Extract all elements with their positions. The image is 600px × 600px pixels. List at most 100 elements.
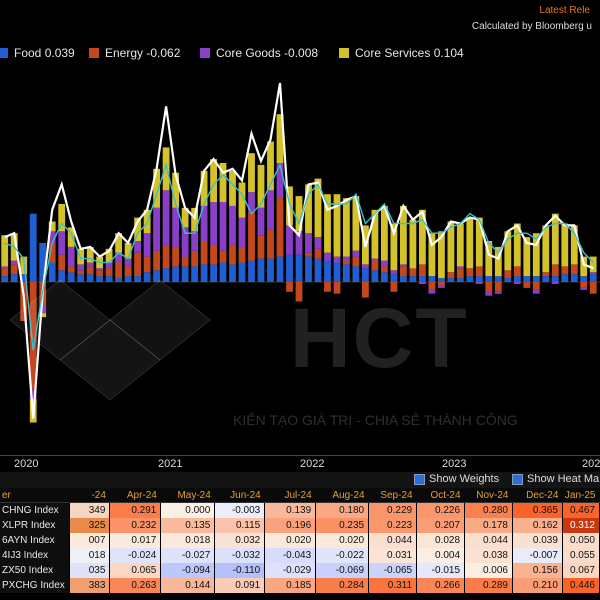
- bar-food[interactable]: [400, 276, 407, 282]
- bar-food[interactable]: [10, 274, 18, 282]
- bar-food[interactable]: [39, 243, 47, 282]
- bar-energy[interactable]: [305, 252, 312, 257]
- table-cell[interactable]: -0.007: [512, 548, 563, 563]
- bar-food[interactable]: [267, 258, 274, 282]
- bar-core-services[interactable]: [20, 256, 28, 275]
- bar-core-services[interactable]: [286, 186, 293, 226]
- bar-core-goods[interactable]: [115, 252, 122, 263]
- bar-core-services[interactable]: [124, 243, 132, 259]
- bar-core-services[interactable]: [67, 227, 75, 247]
- col-header[interactable]: Dec-24: [512, 488, 563, 503]
- bar-core-services[interactable]: [267, 141, 274, 191]
- bar-food[interactable]: [77, 274, 85, 282]
- bar-core-goods[interactable]: [162, 190, 170, 245]
- table-cell[interactable]: 0.000: [160, 502, 216, 518]
- bar-core-goods[interactable]: [58, 231, 66, 255]
- bar-energy[interactable]: [286, 282, 293, 292]
- bar-core-services[interactable]: [1, 235, 9, 267]
- bar-core-services[interactable]: [77, 248, 85, 265]
- bar-food[interactable]: [333, 262, 341, 283]
- bar-core-services[interactable]: [58, 204, 66, 232]
- bar-core-services[interactable]: [324, 194, 331, 253]
- bar-energy[interactable]: [589, 282, 597, 294]
- bar-core-goods[interactable]: [400, 264, 407, 267]
- bar-core-services[interactable]: [390, 223, 398, 271]
- bar-energy[interactable]: [532, 282, 540, 290]
- table-cell[interactable]: 349: [69, 502, 111, 518]
- bar-energy[interactable]: [456, 268, 464, 279]
- bar-food[interactable]: [162, 268, 170, 282]
- show-weights-toggle[interactable]: Show Weights: [414, 473, 499, 485]
- bar-energy[interactable]: [314, 248, 322, 259]
- legend-item-core-goods[interactable]: Core Goods -0.008: [200, 46, 318, 60]
- table-cell[interactable]: 0.004: [416, 548, 466, 563]
- checkbox-icon[interactable]: [414, 473, 425, 485]
- table-cell[interactable]: 0.028: [416, 533, 466, 548]
- bar-core-services[interactable]: [134, 217, 141, 241]
- bar-food[interactable]: [504, 278, 512, 282]
- bar-energy[interactable]: [494, 282, 502, 292]
- bar-food[interactable]: [513, 276, 521, 282]
- table-cell[interactable]: 325: [69, 518, 111, 533]
- bar-energy[interactable]: [409, 268, 417, 277]
- bar-core-services[interactable]: [153, 168, 160, 208]
- bar-core-goods[interactable]: [143, 233, 151, 257]
- bar-energy[interactable]: [324, 282, 331, 292]
- table-cell[interactable]: -0.015: [416, 563, 466, 578]
- bar-core-goods[interactable]: [86, 262, 94, 267]
- table-cell[interactable]: 0.284: [315, 578, 370, 593]
- bar-food[interactable]: [143, 272, 151, 282]
- bar-energy[interactable]: [542, 272, 550, 277]
- bar-food[interactable]: [409, 276, 417, 282]
- bar-food[interactable]: [29, 213, 37, 282]
- bar-core-goods[interactable]: [191, 231, 198, 251]
- bar-energy[interactable]: [210, 244, 217, 265]
- col-header[interactable]: Jul-24: [264, 488, 316, 503]
- bar-core-goods[interactable]: [438, 285, 445, 288]
- table-cell[interactable]: 0.235: [315, 518, 370, 533]
- bar-energy[interactable]: [115, 262, 122, 279]
- bar-core-services[interactable]: [352, 196, 360, 251]
- bar-food[interactable]: [475, 276, 483, 282]
- bar-core-goods[interactable]: [124, 258, 132, 267]
- bar-energy[interactable]: [29, 282, 37, 390]
- table-cell[interactable]: -0.024: [109, 548, 162, 563]
- bar-core-services[interactable]: [191, 207, 198, 232]
- bar-food[interactable]: [58, 270, 66, 282]
- table-cell[interactable]: 0.017: [109, 533, 162, 548]
- bar-core-goods[interactable]: [532, 289, 540, 294]
- bar-food[interactable]: [485, 276, 493, 282]
- bar-core-goods[interactable]: [485, 291, 493, 296]
- bar-energy[interactable]: [105, 268, 113, 277]
- table-cell[interactable]: 0.044: [464, 533, 513, 548]
- bar-energy[interactable]: [438, 282, 445, 286]
- bar-core-services[interactable]: [229, 170, 236, 206]
- bar-core-services[interactable]: [305, 184, 312, 234]
- bar-core-services[interactable]: [381, 205, 388, 261]
- col-header[interactable]: Jan-25: [562, 488, 600, 503]
- bar-food[interactable]: [371, 270, 379, 282]
- bar-food[interactable]: [381, 272, 388, 282]
- table-cell[interactable]: 0.018: [160, 533, 216, 548]
- table-cell[interactable]: 0.223: [368, 518, 418, 533]
- table-cell[interactable]: 0.365: [512, 502, 563, 518]
- table-cell[interactable]: 0.031: [368, 548, 418, 563]
- bar-food[interactable]: [580, 276, 588, 282]
- bar-core-services[interactable]: [438, 231, 445, 279]
- bar-core-goods[interactable]: [200, 205, 208, 241]
- bar-energy[interactable]: [523, 282, 531, 288]
- bar-food[interactable]: [551, 276, 559, 282]
- table-cell[interactable]: 0.020: [264, 533, 317, 548]
- bar-core-goods[interactable]: [172, 207, 179, 247]
- table-cell[interactable]: 0.156: [512, 563, 563, 578]
- table-row[interactable]: CHNG Index 349 0.291 0.000 -0.003 0.139 0.180 0…: [0, 502, 600, 518]
- bar-energy[interactable]: [570, 264, 578, 275]
- bar-core-services[interactable]: [485, 241, 493, 277]
- bar-core-goods[interactable]: [494, 291, 502, 294]
- col-header[interactable]: -24: [69, 488, 110, 503]
- bar-energy[interactable]: [362, 282, 369, 298]
- bar-food[interactable]: [172, 266, 179, 282]
- bar-core-goods[interactable]: [10, 260, 18, 265]
- table-cell[interactable]: -0.110: [214, 563, 266, 578]
- bar-core-goods[interactable]: [96, 268, 103, 271]
